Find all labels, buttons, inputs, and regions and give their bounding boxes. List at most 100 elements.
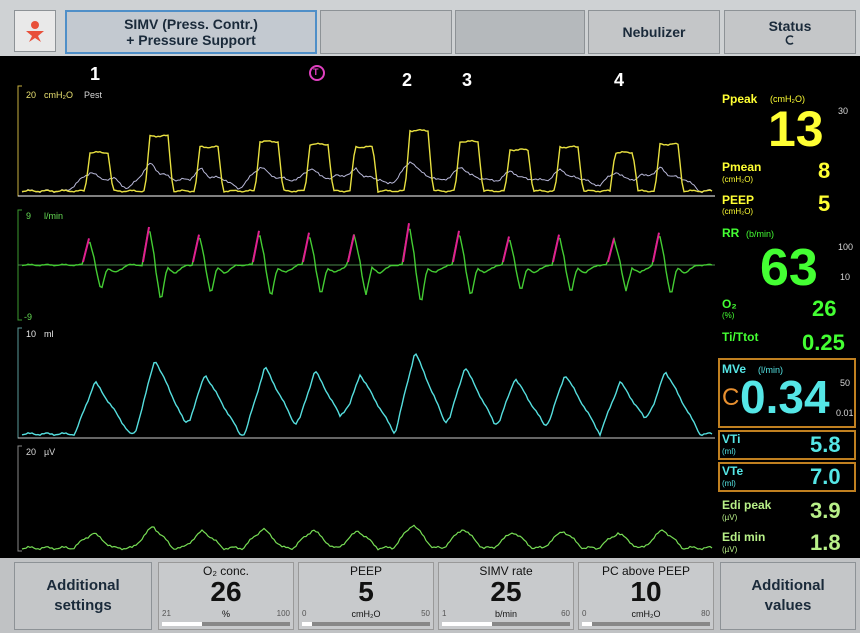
readout-unit: (ml) [722,479,736,488]
mode-line: + Pressure Support [126,32,256,48]
readout-label: RR [722,226,740,240]
setting-slider [442,622,570,626]
pressure-estimate-trace [21,161,713,194]
setting-min: 1 [442,609,447,618]
trigger-highlight [552,234,560,263]
readout-value: 3.9 [810,498,841,523]
setting-value: 25 [490,576,522,607]
setting-value: 26 [210,576,242,607]
status-button[interactable]: Status [724,10,856,54]
setting-max: 100 [276,609,290,618]
setting-slider-fill [162,622,202,626]
logo-button[interactable] [14,10,56,52]
trigger-highlight [142,226,150,263]
readout-unit: (cmH₂O) [722,175,754,184]
trigger-marker: T [313,67,319,77]
pressure-trace [21,128,713,194]
edi-trace [21,524,713,551]
readout-unit: (%) [722,311,735,320]
mode-line: SIMV (Press. Contr.) [124,16,258,32]
button-label: Nebulizer [622,24,686,40]
trigger-highlight [402,223,410,263]
button-label: values [764,597,812,614]
button-label: settings [54,597,112,614]
mode-button[interactable]: SIMV (Press. Contr.) + Pressure Support [65,10,317,54]
marker: 2 [402,70,413,90]
readout-unit: (cmH₂O) [722,207,754,216]
logo-icon [26,21,44,42]
setting-unit: b/min [494,609,517,619]
setting-tile[interactable] [298,562,434,630]
trigger-circle [309,65,325,81]
nebulizer-button[interactable]: Nebulizer [588,10,720,54]
readout-label: MVe [722,362,747,376]
trigger-highlight [82,238,90,263]
setting-slider [162,622,290,626]
readout-label: Ti/Ttot [722,330,759,344]
setting-tile[interactable] [438,562,574,630]
readout-value: 0.34 [740,371,830,423]
scale-label: Pest [84,90,103,100]
readout-limit: 100 [838,242,854,252]
readout-value: 63 [760,239,818,297]
scale-bracket [17,445,22,552]
readout-limit: 0.01 [836,408,854,418]
setting-slider [582,622,710,626]
readout-limit: 10 [840,272,851,282]
readout-value: 7.0 [810,464,841,489]
setting-tile[interactable] [158,562,294,630]
readout-limit: 50 [840,378,851,388]
scale-top: 20 [26,447,37,457]
setting-unit: % [221,609,230,619]
marker: 3 [462,70,473,90]
setting-tile[interactable] [578,562,714,630]
trigger-highlight [347,234,355,263]
readout-label: Edi peak [722,498,772,512]
trigger-highlight [502,236,510,263]
setting-label: O₂ conc. [202,564,249,578]
setting-max: 80 [701,609,710,618]
blank-button[interactable] [320,10,452,54]
button-label: Additional [751,577,825,594]
readout-label: VTe [722,464,744,478]
setting-slider-fill [582,622,592,626]
setting-value: 5 [358,576,374,607]
scale-bracket [17,327,22,439]
setting-min: 0 [582,609,587,618]
readout-unit: (l/min) [758,365,783,375]
trigger-highlight [607,238,615,263]
vte-box [718,462,856,492]
readout-value: 0.25 [802,330,845,355]
readout-value: 5.8 [810,432,841,457]
blank-button[interactable] [455,10,585,54]
scale-top: 9 [26,211,32,221]
setting-unit: cmH₂O [351,609,381,619]
scale-unit: ml [44,329,54,339]
readout-limit: 30 [838,106,849,116]
additional-values-button[interactable]: Additional values [720,562,856,630]
status-icon [785,35,794,45]
readout-label: VTi [722,432,741,446]
trigger-highlight [302,232,310,263]
trigger-highlight [252,230,260,263]
readout-label: PEEP [722,193,755,207]
scale-unit: l/min [44,211,64,221]
setting-slider-fill [442,622,492,626]
button-label: Additional [46,577,120,594]
readout-unit: (µV) [722,513,738,522]
additional-settings-button[interactable]: Additional settings [14,562,152,630]
setting-unit: cmH₂O [631,609,661,619]
readout-value: 1.8 [810,530,841,555]
readout-value: 5 [818,191,831,216]
setting-label: PEEP [349,564,382,578]
setting-value: 10 [630,576,662,607]
readout-label: Edi min [722,530,766,544]
scale-top: 20 [26,90,37,100]
vti-box [718,430,856,460]
waveform-area [17,65,715,552]
trigger-highlight [452,230,460,263]
setting-slider-fill [302,622,312,626]
flow-trace [21,228,713,301]
readout-unit: (µV) [722,545,738,554]
